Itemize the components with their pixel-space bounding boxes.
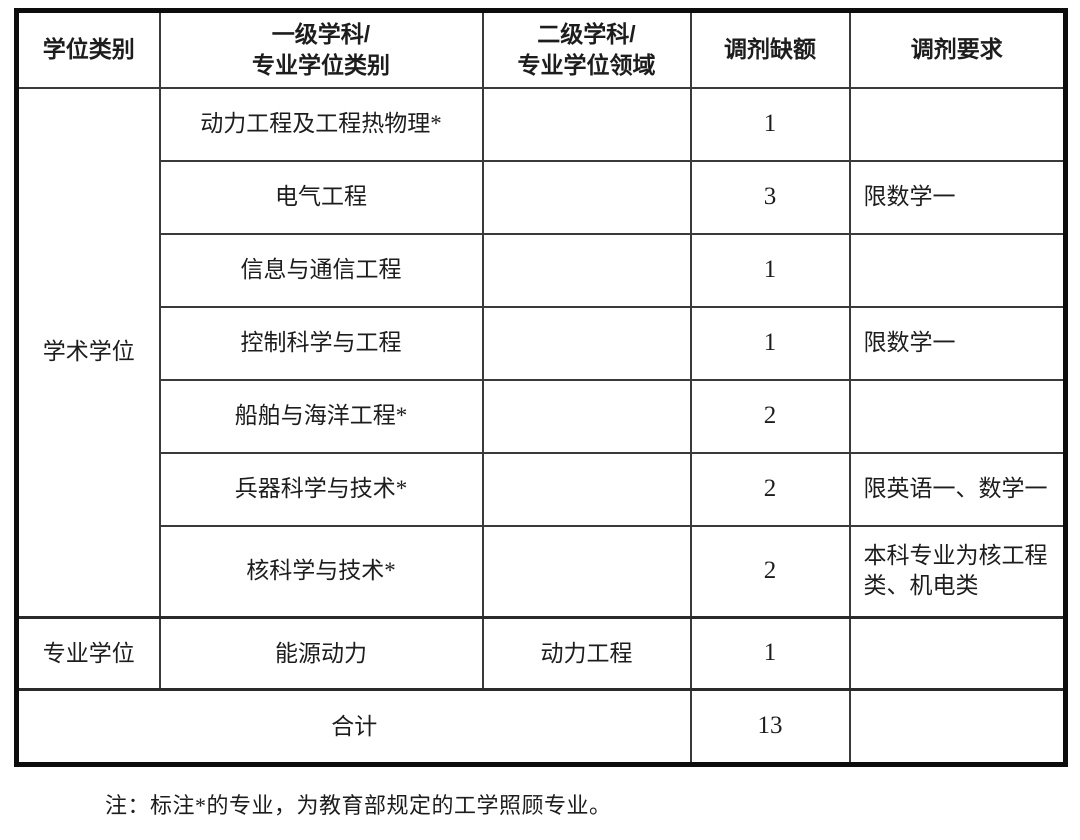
vacancy-cell: 2 [689, 451, 851, 527]
discipline-cell: 兵器科学与技术* [158, 451, 484, 527]
vacancy-cell: 1 [689, 305, 851, 381]
requirement-cell: 限数学一 [848, 159, 1067, 235]
vacancy-cell: 1 [689, 616, 851, 691]
header-first-level: 一级学科/ 专业学位类别 [158, 9, 484, 89]
discipline-cell: 船舶与海洋工程* [158, 378, 484, 454]
header-second-level-line2: 专业学位领域 [517, 51, 656, 78]
table-row: 船舶与海洋工程* 2 [17, 378, 1067, 454]
vacancy-cell: 1 [689, 86, 851, 162]
field-cell [481, 524, 692, 619]
field-cell: 动力工程 [481, 616, 692, 691]
requirement-cell [848, 378, 1067, 454]
vacancy-cell: 2 [689, 524, 851, 619]
requirement-cell [848, 86, 1067, 162]
header-row: 学位类别 一级学科/ 专业学位类别 二级学科/ 专业学位领域 调剂缺额 调剂要求 [15, 9, 1067, 89]
total-row: 合计 13 [15, 688, 1067, 766]
table-row: 电气工程 3 限数学一 [17, 159, 1067, 235]
table-row: 核科学与技术* 2 本科专业为核工程类、机电类 [17, 524, 1067, 619]
discipline-cell: 控制科学与工程 [158, 305, 484, 381]
discipline-cell: 核科学与技术* [158, 524, 484, 619]
field-cell [481, 232, 692, 308]
header-requirement: 调剂要求 [848, 9, 1067, 89]
discipline-cell: 电气工程 [158, 159, 484, 235]
header-second-level: 二级学科/ 专业学位领域 [481, 9, 692, 89]
table-row: 信息与通信工程 1 [17, 232, 1067, 308]
header-first-level-line1: 一级学科/ [271, 20, 371, 47]
header-degree-category: 学位类别 [15, 9, 161, 89]
discipline-cell: 动力工程及工程热物理* [158, 86, 484, 162]
table-row: 控制科学与工程 1 限数学一 [17, 305, 1067, 381]
header-vacancy: 调剂缺额 [689, 9, 851, 89]
field-cell [481, 305, 692, 381]
vacancy-cell: 3 [689, 159, 851, 235]
requirement-cell: 本科专业为核工程类、机电类 [848, 524, 1067, 619]
field-cell [481, 451, 692, 527]
total-vacancy-cell: 13 [689, 688, 851, 766]
footnote: 注：标注*的专业，为教育部规定的工学照顾专业。 [105, 793, 612, 818]
total-label-cell: 合计 [15, 688, 692, 766]
header-first-level-line2: 专业学位类别 [252, 51, 390, 78]
academic-category-cell: 学术学位 [15, 86, 161, 619]
table-row: 兵器科学与技术* 2 限英语一、数学一 [17, 451, 1067, 527]
requirement-cell [848, 232, 1067, 308]
header-second-level-line1: 二级学科/ [537, 20, 636, 47]
requirement-cell: 限数学一 [848, 305, 1067, 381]
professional-row: 专业学位 能源动力 动力工程 1 [15, 616, 1067, 691]
requirement-cell [848, 616, 1067, 691]
table-row: 学术学位 动力工程及工程热物理* 1 [15, 86, 1067, 619]
field-cell [481, 378, 692, 454]
adjustment-quota-table: 学位类别 一级学科/ 专业学位类别 二级学科/ 专业学位领域 调剂缺额 调剂要求… [14, 8, 1068, 767]
field-cell [481, 86, 692, 162]
professional-category-cell: 专业学位 [15, 616, 161, 691]
field-cell [481, 159, 692, 235]
discipline-cell: 能源动力 [158, 616, 484, 691]
vacancy-cell: 2 [689, 378, 851, 454]
discipline-cell: 信息与通信工程 [158, 232, 484, 308]
vacancy-cell: 1 [689, 232, 851, 308]
requirement-cell: 限英语一、数学一 [848, 451, 1067, 527]
total-requirement-cell [848, 688, 1067, 766]
